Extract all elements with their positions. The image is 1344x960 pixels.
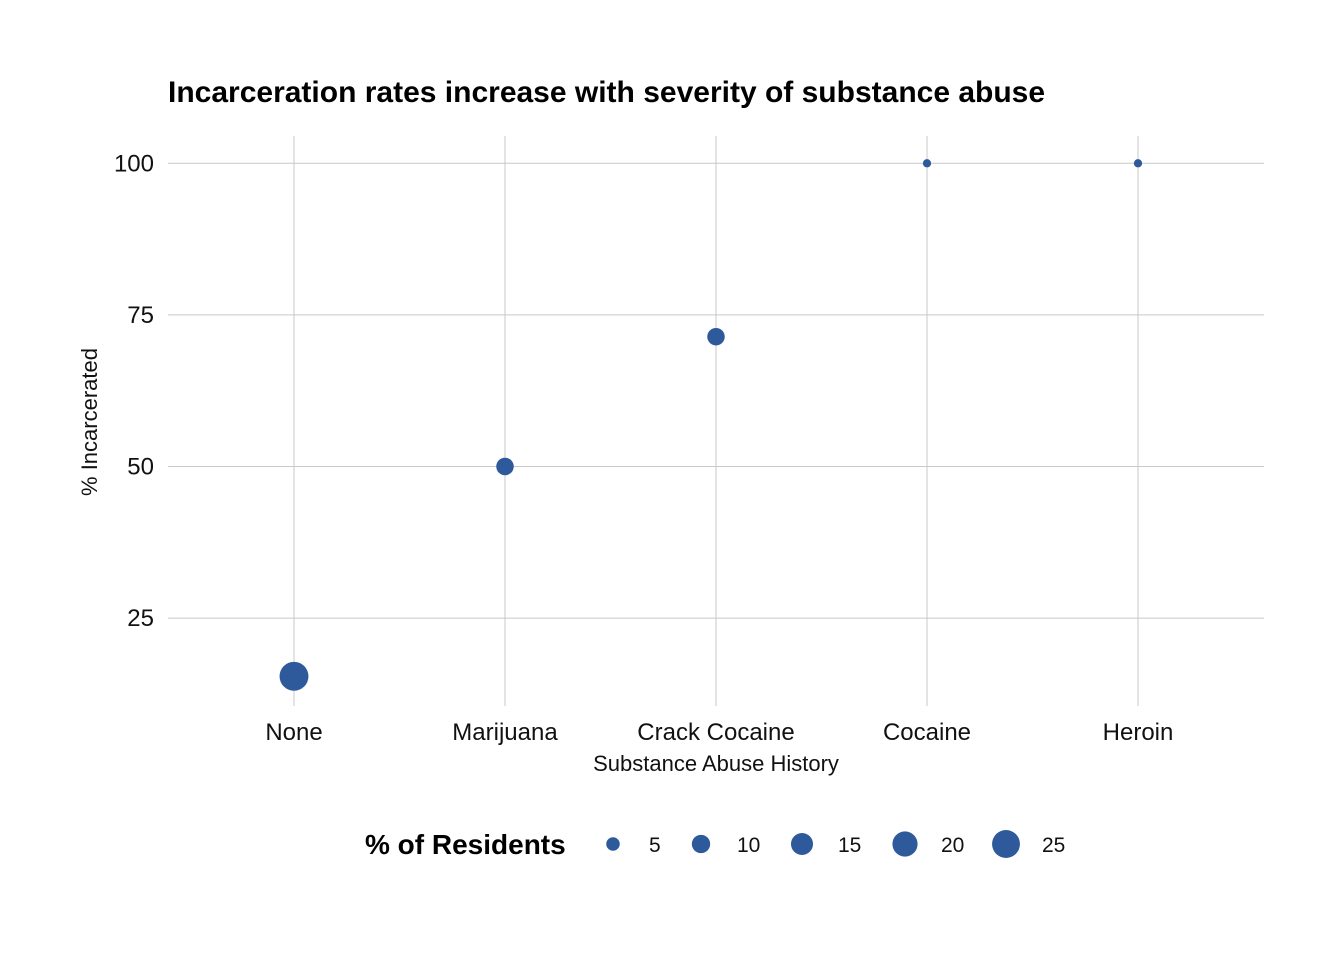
y-tick-label-75: 75	[127, 302, 154, 329]
grid-layer	[168, 136, 1264, 706]
y-tick-label-25: 25	[127, 605, 154, 632]
point-marijuana	[496, 457, 514, 476]
legend-label-20: 20	[941, 834, 964, 857]
legend-title: % of Residents	[365, 829, 566, 860]
legend-label-10: 10	[737, 834, 760, 857]
size-legend: % of Residents 5 10 15 20 25	[365, 829, 1065, 860]
y-tick-label-50: 50	[127, 453, 154, 480]
x-tick-labels: None Marijuana Crack Cocaine Cocaine Heroin	[265, 719, 1173, 746]
legend-key-25	[992, 830, 1020, 858]
legend-label-25: 25	[1042, 834, 1065, 857]
points-layer	[279, 159, 1143, 691]
legend-label-5: 5	[649, 834, 661, 857]
point-heroin	[1133, 159, 1143, 168]
legend-label-15: 15	[838, 834, 861, 857]
y-tick-labels: 25 50 75 100	[114, 150, 154, 632]
point-cocaine	[922, 159, 932, 168]
x-tick-label-marijuana: Marijuana	[452, 719, 558, 746]
legend-entries: 5 10 15 20 25	[606, 830, 1065, 858]
y-axis-label: % Incarcerated	[77, 348, 102, 496]
x-axis-label: Substance Abuse History	[593, 751, 839, 776]
x-tick-label-cocaine: Cocaine	[883, 719, 971, 746]
x-tick-label-none: None	[265, 719, 322, 746]
chart-title: Incarceration rates increase with severi…	[168, 76, 1045, 109]
legend-key-20	[892, 831, 918, 857]
y-tick-label-100: 100	[114, 150, 154, 177]
point-none	[279, 661, 309, 691]
legend-key-10	[691, 834, 711, 854]
x-tick-label-heroin: Heroin	[1103, 719, 1174, 746]
legend-key-15	[790, 832, 814, 856]
legend-key-5	[606, 837, 620, 851]
point-crack-cocaine	[707, 327, 725, 346]
x-tick-label-crack-cocaine: Crack Cocaine	[637, 719, 794, 746]
